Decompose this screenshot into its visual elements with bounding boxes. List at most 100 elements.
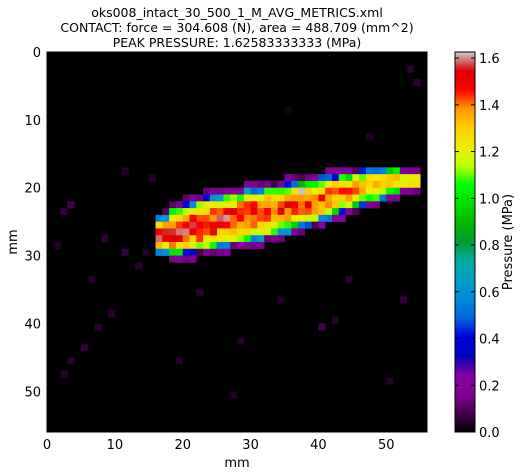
heatmap-cell: [352, 167, 360, 175]
heatmap-cell: [155, 228, 163, 236]
x-tick-label: 50: [378, 438, 395, 453]
heatmap-cell: [155, 248, 163, 256]
heatmap-cell: [345, 194, 353, 202]
heatmap-cell: [243, 242, 251, 250]
heatmap-cell: [284, 214, 292, 222]
heatmap-cell: [203, 242, 211, 250]
heatmap-noise-cell: [196, 289, 204, 297]
chart-title-line-1: oks008_intact_30_500_1_M_AVG_METRICS.xml: [91, 5, 383, 20]
x-tick-label: 10: [107, 438, 124, 453]
heatmap-cell: [325, 180, 333, 189]
heatmap-cell: [352, 187, 360, 195]
heatmap-cell: [270, 208, 279, 216]
heatmap-cell: [237, 194, 245, 202]
heatmap-cell: [379, 194, 387, 202]
heatmap-cell: [162, 228, 170, 236]
heatmap-cell: [203, 228, 211, 236]
heatmap-cell: [196, 248, 204, 256]
heatmap-cell: [311, 214, 319, 222]
heatmap-cell: [318, 194, 326, 202]
heatmap-cell: [223, 208, 231, 216]
y-tick-label: 10: [24, 114, 41, 129]
heatmap-cell: [359, 167, 367, 175]
heatmap-cell: [155, 235, 163, 243]
heatmap-cell: [230, 208, 238, 216]
y-axis-label: mm: [6, 229, 21, 254]
heatmap-cell: [325, 208, 333, 216]
heatmap-cell: [237, 208, 245, 216]
y-tick-label: 20: [24, 182, 41, 197]
heatmap-cell: [169, 214, 177, 222]
heatmap-cell: [345, 167, 353, 175]
heatmap-cell: [209, 248, 217, 256]
heatmap-noise-cell: [60, 208, 68, 216]
heatmap-cell: [243, 201, 251, 209]
heatmap-cell: [162, 242, 170, 250]
heatmap-cell: [230, 228, 238, 236]
heatmap-cell: [264, 208, 272, 216]
heatmap-cell: [270, 187, 279, 195]
heatmap-cell: [189, 242, 197, 250]
heatmap-cell: [243, 235, 251, 243]
heatmap-cell: [203, 208, 211, 216]
heatmap-cell: [264, 228, 272, 236]
heatmap-cell: [270, 228, 279, 236]
heatmap-cell: [332, 180, 340, 189]
heatmap-cell: [332, 208, 340, 216]
heatmap-cell: [270, 214, 279, 222]
heatmap-cell: [318, 201, 326, 209]
heatmap-noise-cell: [148, 174, 156, 182]
heatmap-cell: [318, 208, 326, 216]
heatmap-cell: [318, 174, 326, 182]
heatmap-cell: [406, 187, 414, 195]
heatmap-cell: [216, 214, 224, 222]
heatmap-cell: [393, 194, 401, 202]
heatmap-cell: [250, 235, 258, 243]
heatmap-cell: [209, 242, 217, 250]
heatmap-cell: [196, 214, 204, 222]
heatmap-cell: [257, 208, 265, 216]
heatmap-cell: [250, 180, 258, 189]
heatmap-cell: [196, 228, 204, 236]
chart-title-line-2: CONTACT: force = 304.608 (N), area = 488…: [60, 20, 414, 35]
heatmap-noise-cell: [121, 167, 129, 175]
heatmap-noise-cell: [67, 201, 75, 209]
heatmap-noise-cell: [318, 323, 326, 331]
heatmap-cell: [169, 201, 177, 209]
heatmap-cell: [298, 214, 306, 222]
colorbar-tick-label: 1.4: [479, 99, 500, 114]
heatmap-cell: [230, 242, 238, 250]
colorbar-tick-label: 1.2: [479, 146, 500, 161]
heatmap-cell: [304, 201, 312, 209]
y-axis: 0 10 20 30 40 50: [24, 46, 427, 400]
heatmap-cell: [182, 228, 190, 236]
heatmap-cell: [216, 187, 224, 195]
heatmap-cell: [243, 228, 251, 236]
heatmap-cell: [304, 187, 312, 195]
heatmap-cell: [270, 235, 279, 243]
heatmap-cell: [338, 187, 346, 195]
heatmap-cell: [169, 255, 177, 263]
heatmap-peak-cell: [298, 187, 306, 195]
heatmap-cell: [175, 235, 184, 243]
heatmap-cell: [379, 180, 387, 189]
heatmap-noise-cell: [230, 391, 238, 399]
heatmap-cell: [169, 242, 177, 250]
heatmap-cell: [270, 194, 279, 202]
heatmap-cell: [264, 221, 272, 229]
heatmap-cell: [216, 201, 224, 209]
heatmap-cell: [250, 228, 258, 236]
colorbar: 0.0 0.2 0.4 0.6 0.8 1.0 1.2 1.4 1.6: [454, 51, 500, 441]
heatmap-cell: [277, 187, 285, 195]
heatmap-plot-area: [46, 51, 428, 433]
heatmap-cell: [223, 187, 231, 195]
heatmap-cell: [230, 214, 238, 222]
colorbar-tick-label: 0.6: [479, 286, 500, 301]
heatmap-noise-cell: [108, 309, 116, 317]
heatmap-noise-cell: [135, 262, 143, 270]
heatmap-cell: [399, 180, 407, 189]
heatmap-cell: [264, 180, 272, 189]
heatmap-cell: [237, 214, 245, 222]
heatmap-cell: [196, 208, 204, 216]
heatmap-cell: [393, 174, 401, 182]
